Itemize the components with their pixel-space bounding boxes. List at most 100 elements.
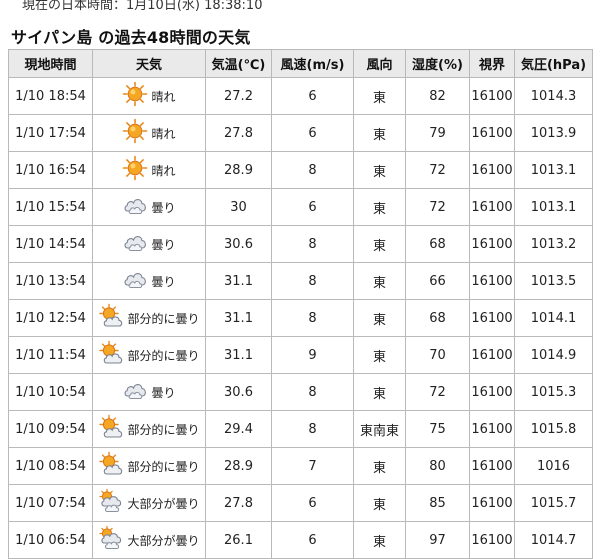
wind-speed-cell: 6 <box>271 114 354 152</box>
table-row: 1/10 11:54 部分的に曇り 31.1 9 東 70 16100 1014.9 <box>8 336 593 374</box>
sun-icon <box>122 81 148 111</box>
wind-speed-cell: 8 <box>271 299 354 337</box>
pressure-cell: 1013.9 <box>514 114 593 152</box>
weather-cell: 大部分が曇り <box>92 484 206 522</box>
humidity-cell: 72 <box>405 373 470 411</box>
wind-direction-cell: 東 <box>353 262 406 300</box>
cloud-icon <box>122 266 148 296</box>
weather-cell: 部分的に曇り <box>92 336 206 374</box>
visibility-cell: 16100 <box>469 521 515 559</box>
weather-cell: 部分的に曇り <box>92 410 206 448</box>
humidity-cell: 75 <box>405 410 470 448</box>
wind-speed-cell: 7 <box>271 447 354 485</box>
wind-direction-cell: 東 <box>353 77 406 115</box>
visibility-cell: 16100 <box>469 373 515 411</box>
local-time-cell: 1/10 18:54 <box>8 77 93 115</box>
visibility-cell: 16100 <box>469 299 515 337</box>
weather-condition-label: 曇り <box>151 274 176 289</box>
weather-history-table: 現地時間 天気 気温(℃) 風速(m/s) 風向 湿度(%) 視界 気圧(hPa… <box>8 49 593 559</box>
pressure-cell: 1013.5 <box>514 262 593 300</box>
visibility-cell: 16100 <box>469 484 515 522</box>
temperature-cell: 28.9 <box>205 151 272 189</box>
visibility-cell: 16100 <box>469 447 515 485</box>
weather-table-body: 1/10 18:54 晴れ 27.2 6 東 82 16100 1014.3 1/10 17:5… <box>8 77 593 559</box>
humidity-cell: 80 <box>405 447 470 485</box>
temperature-cell: 30.6 <box>205 225 272 263</box>
wind-direction-cell: 東 <box>353 373 406 411</box>
partly-cloudy-icon <box>98 340 124 370</box>
weather-condition-label: 大部分が曇り <box>127 533 200 548</box>
visibility-cell: 16100 <box>469 225 515 263</box>
pressure-cell: 1014.7 <box>514 521 593 559</box>
partly-cloudy-icon <box>98 303 124 333</box>
weather-cell: 晴れ <box>92 114 206 152</box>
weather-condition-label: 部分的に曇り <box>127 311 200 326</box>
table-header-row: 現地時間 天気 気温(℃) 風速(m/s) 風向 湿度(%) 視界 気圧(hPa… <box>8 49 593 78</box>
sun-icon <box>122 118 148 148</box>
column-header-weather: 天気 <box>92 49 206 78</box>
table-row: 1/10 16:54 晴れ 28.9 8 東 72 16100 1013.1 <box>8 151 593 189</box>
pressure-cell: 1015.7 <box>514 484 593 522</box>
wind-speed-cell: 8 <box>271 262 354 300</box>
humidity-cell: 72 <box>405 151 470 189</box>
partly-cloudy-icon <box>98 451 124 481</box>
weather-condition-label: 晴れ <box>151 126 176 141</box>
humidity-cell: 97 <box>405 521 470 559</box>
local-time-cell: 1/10 14:54 <box>8 225 93 263</box>
local-time-cell: 1/10 15:54 <box>8 188 93 226</box>
current-japan-time: 現在の日本時間：1月10日(水) 18:38:10 <box>22 0 263 13</box>
visibility-cell: 16100 <box>469 410 515 448</box>
table-row: 1/10 15:54 曇り 30 6 東 72 16100 1013.1 <box>8 188 593 226</box>
weather-cell: 曇り <box>92 188 206 226</box>
visibility-cell: 16100 <box>469 77 515 115</box>
weather-cell: 曇り <box>92 373 206 411</box>
local-time-cell: 1/10 07:54 <box>8 484 93 522</box>
wind-direction-cell: 東 <box>353 151 406 189</box>
wind-speed-cell: 8 <box>271 151 354 189</box>
temperature-cell: 31.1 <box>205 336 272 374</box>
humidity-cell: 68 <box>405 225 470 263</box>
humidity-cell: 66 <box>405 262 470 300</box>
humidity-cell: 72 <box>405 188 470 226</box>
visibility-cell: 16100 <box>469 114 515 152</box>
local-time-cell: 1/10 12:54 <box>8 299 93 337</box>
table-row: 1/10 08:54 部分的に曇り 28.9 7 東 80 16100 1016 <box>8 447 593 485</box>
wind-speed-cell: 6 <box>271 521 354 559</box>
pressure-cell: 1014.9 <box>514 336 593 374</box>
humidity-cell: 70 <box>405 336 470 374</box>
weather-condition-label: 晴れ <box>151 89 176 104</box>
pressure-cell: 1013.1 <box>514 188 593 226</box>
pressure-cell: 1015.3 <box>514 373 593 411</box>
local-time-cell: 1/10 17:54 <box>8 114 93 152</box>
table-row: 1/10 18:54 晴れ 27.2 6 東 82 16100 1014.3 <box>8 77 593 115</box>
local-time-cell: 1/10 06:54 <box>8 521 93 559</box>
wind-direction-cell: 東 <box>353 188 406 226</box>
weather-cell: 晴れ <box>92 77 206 115</box>
weather-condition-label: 晴れ <box>151 163 176 178</box>
wind-speed-cell: 8 <box>271 373 354 411</box>
pressure-cell: 1015.8 <box>514 410 593 448</box>
cloud-icon <box>122 229 148 259</box>
cloud-icon <box>122 192 148 222</box>
column-header-pressure: 気圧(hPa) <box>514 49 593 78</box>
weather-cell: 晴れ <box>92 151 206 189</box>
table-row: 1/10 09:54 部分的に曇り 29.4 8 東南東 75 16100 1015.8 <box>8 410 593 448</box>
table-row: 1/10 12:54 部分的に曇り 31.1 8 東 68 16100 1014.1 <box>8 299 593 337</box>
pressure-cell: 1013.1 <box>514 151 593 189</box>
pressure-cell: 1014.3 <box>514 77 593 115</box>
mostly-cloudy-icon <box>98 488 124 518</box>
visibility-cell: 16100 <box>469 336 515 374</box>
table-row: 1/10 13:54 曇り 31.1 8 東 66 16100 1013.5 <box>8 262 593 300</box>
wind-speed-cell: 9 <box>271 336 354 374</box>
table-row: 1/10 10:54 曇り 30.6 8 東 72 16100 1015.3 <box>8 373 593 411</box>
visibility-cell: 16100 <box>469 151 515 189</box>
humidity-cell: 85 <box>405 484 470 522</box>
cloud-icon <box>122 377 148 407</box>
pressure-cell: 1014.1 <box>514 299 593 337</box>
temperature-cell: 31.1 <box>205 262 272 300</box>
temperature-cell: 28.9 <box>205 447 272 485</box>
local-time-cell: 1/10 11:54 <box>8 336 93 374</box>
wind-speed-cell: 8 <box>271 225 354 263</box>
weather-cell: 部分的に曇り <box>92 447 206 485</box>
weather-cell: 曇り <box>92 225 206 263</box>
